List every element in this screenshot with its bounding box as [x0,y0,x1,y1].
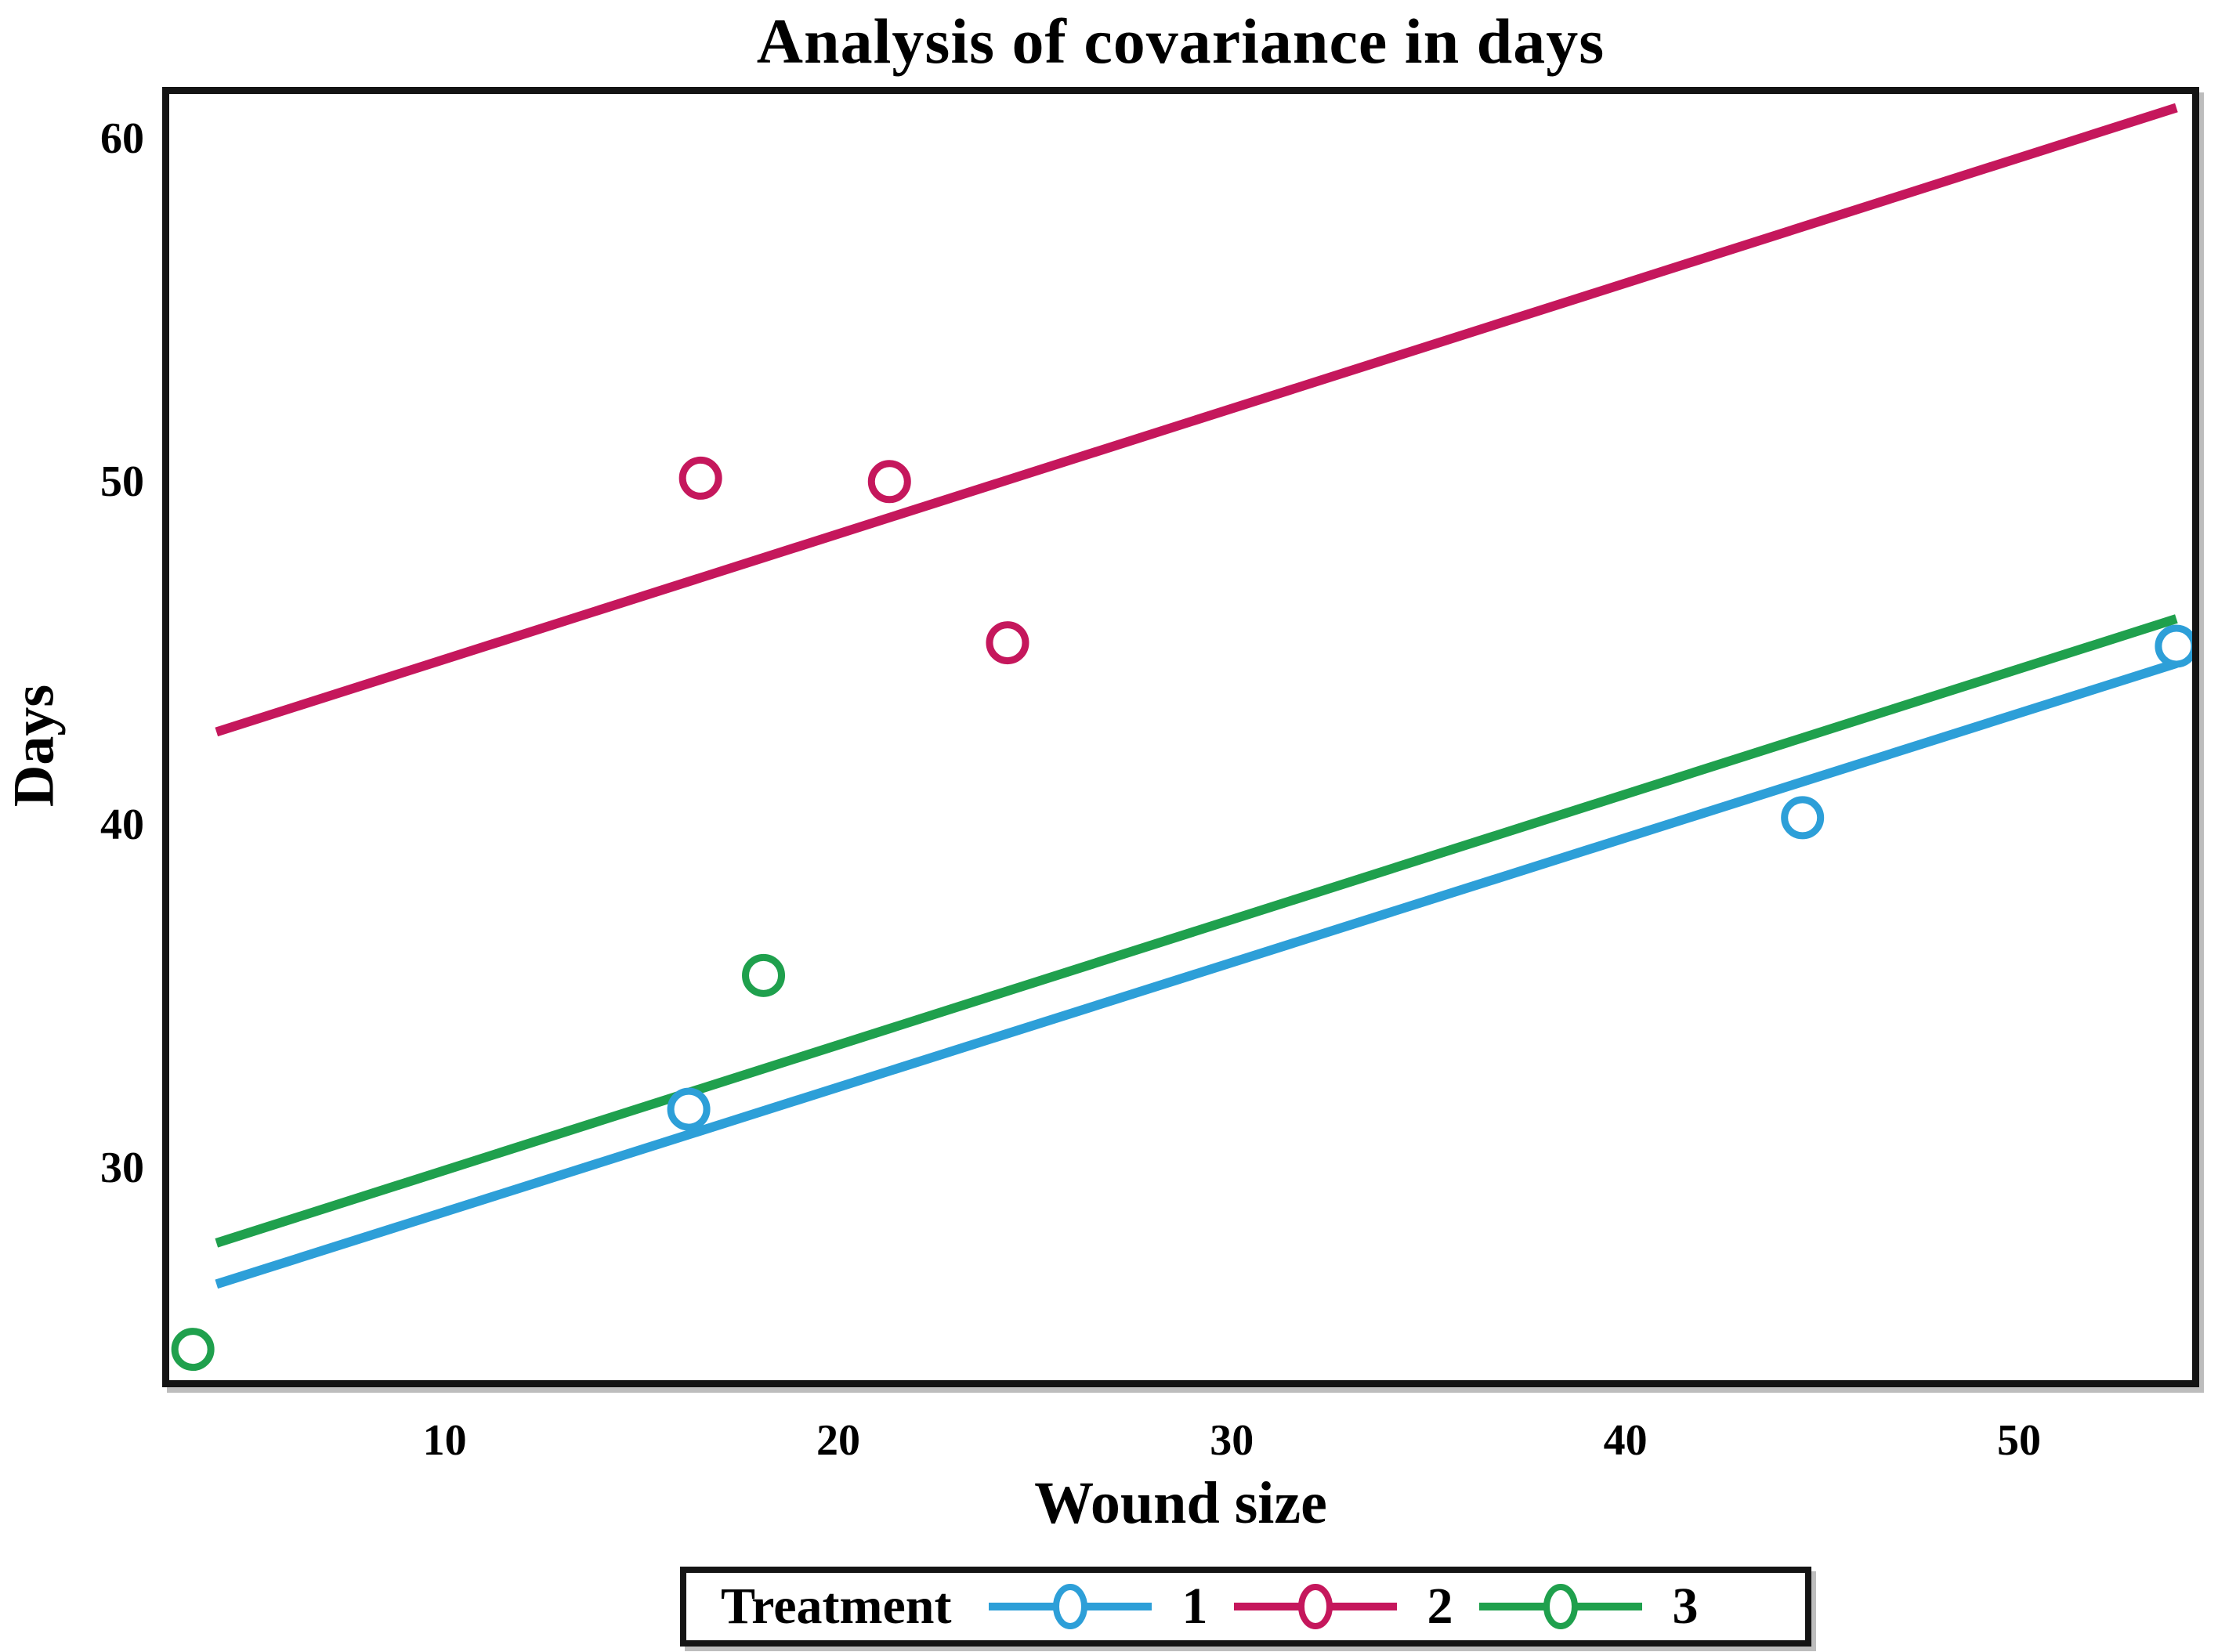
y-tick-label-30: 30 [100,1143,144,1192]
open-circle-line-icon [989,1584,1152,1629]
y-tick-label-40: 40 [100,800,144,849]
data-point-treatment-2 [986,621,1029,665]
x-axis-label: Wound size [1034,1470,1327,1536]
legend-item-treatment-1: 1 [987,1577,1207,1636]
data-point-treatment-3 [742,953,786,997]
legend-items: 1 2 3 [962,1577,1698,1636]
data-point-treatment-1 [2155,624,2192,668]
legend-box: Treatment 1 2 3 [680,1567,1811,1647]
data-point-treatment-1 [667,1087,711,1131]
legend-title: Treatment [721,1578,952,1635]
data-point-treatment-2 [678,456,722,500]
open-circle-line-icon [1479,1584,1643,1629]
legend-item-treatment-2: 2 [1232,1577,1453,1636]
x-tick-label-20: 20 [816,1416,860,1465]
x-tick-label-40: 40 [1603,1416,1648,1465]
legend-item-label: 3 [1672,1578,1699,1635]
x-tick-label-10: 10 [422,1416,467,1465]
plot-area [162,87,2199,1387]
open-circle-line-icon [1234,1584,1398,1629]
data-point-treatment-2 [867,460,911,504]
x-tick-label-30: 30 [1210,1416,1254,1465]
fit-line-treatment-2 [215,103,2178,737]
fit-line-treatment-3 [215,614,2178,1248]
y-axis-label: Days [2,684,67,808]
data-point-treatment-1 [1781,796,1825,840]
chart-canvas [171,103,2192,1372]
legend-item-label: 2 [1427,1578,1453,1635]
y-tick-label-60: 60 [100,114,144,163]
chart-title: Analysis of covariance in days [756,5,1605,77]
data-point-treatment-3 [171,1328,215,1372]
fit-line-treatment-1 [215,659,2178,1289]
x-tick-label-50: 50 [1996,1416,2041,1465]
legend-item-treatment-3: 3 [1478,1577,1698,1636]
legend-item-label: 1 [1181,1578,1208,1635]
y-tick-label-50: 50 [100,457,144,506]
